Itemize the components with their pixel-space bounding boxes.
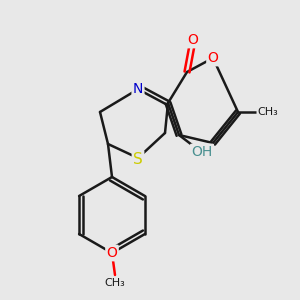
Text: O: O bbox=[208, 51, 218, 65]
Text: CH₃: CH₃ bbox=[105, 278, 125, 288]
Text: N: N bbox=[133, 82, 143, 96]
Text: O: O bbox=[106, 246, 117, 260]
Text: O: O bbox=[188, 33, 198, 47]
Text: OH: OH bbox=[191, 145, 213, 159]
Text: S: S bbox=[133, 152, 143, 166]
Text: CH₃: CH₃ bbox=[258, 107, 278, 117]
